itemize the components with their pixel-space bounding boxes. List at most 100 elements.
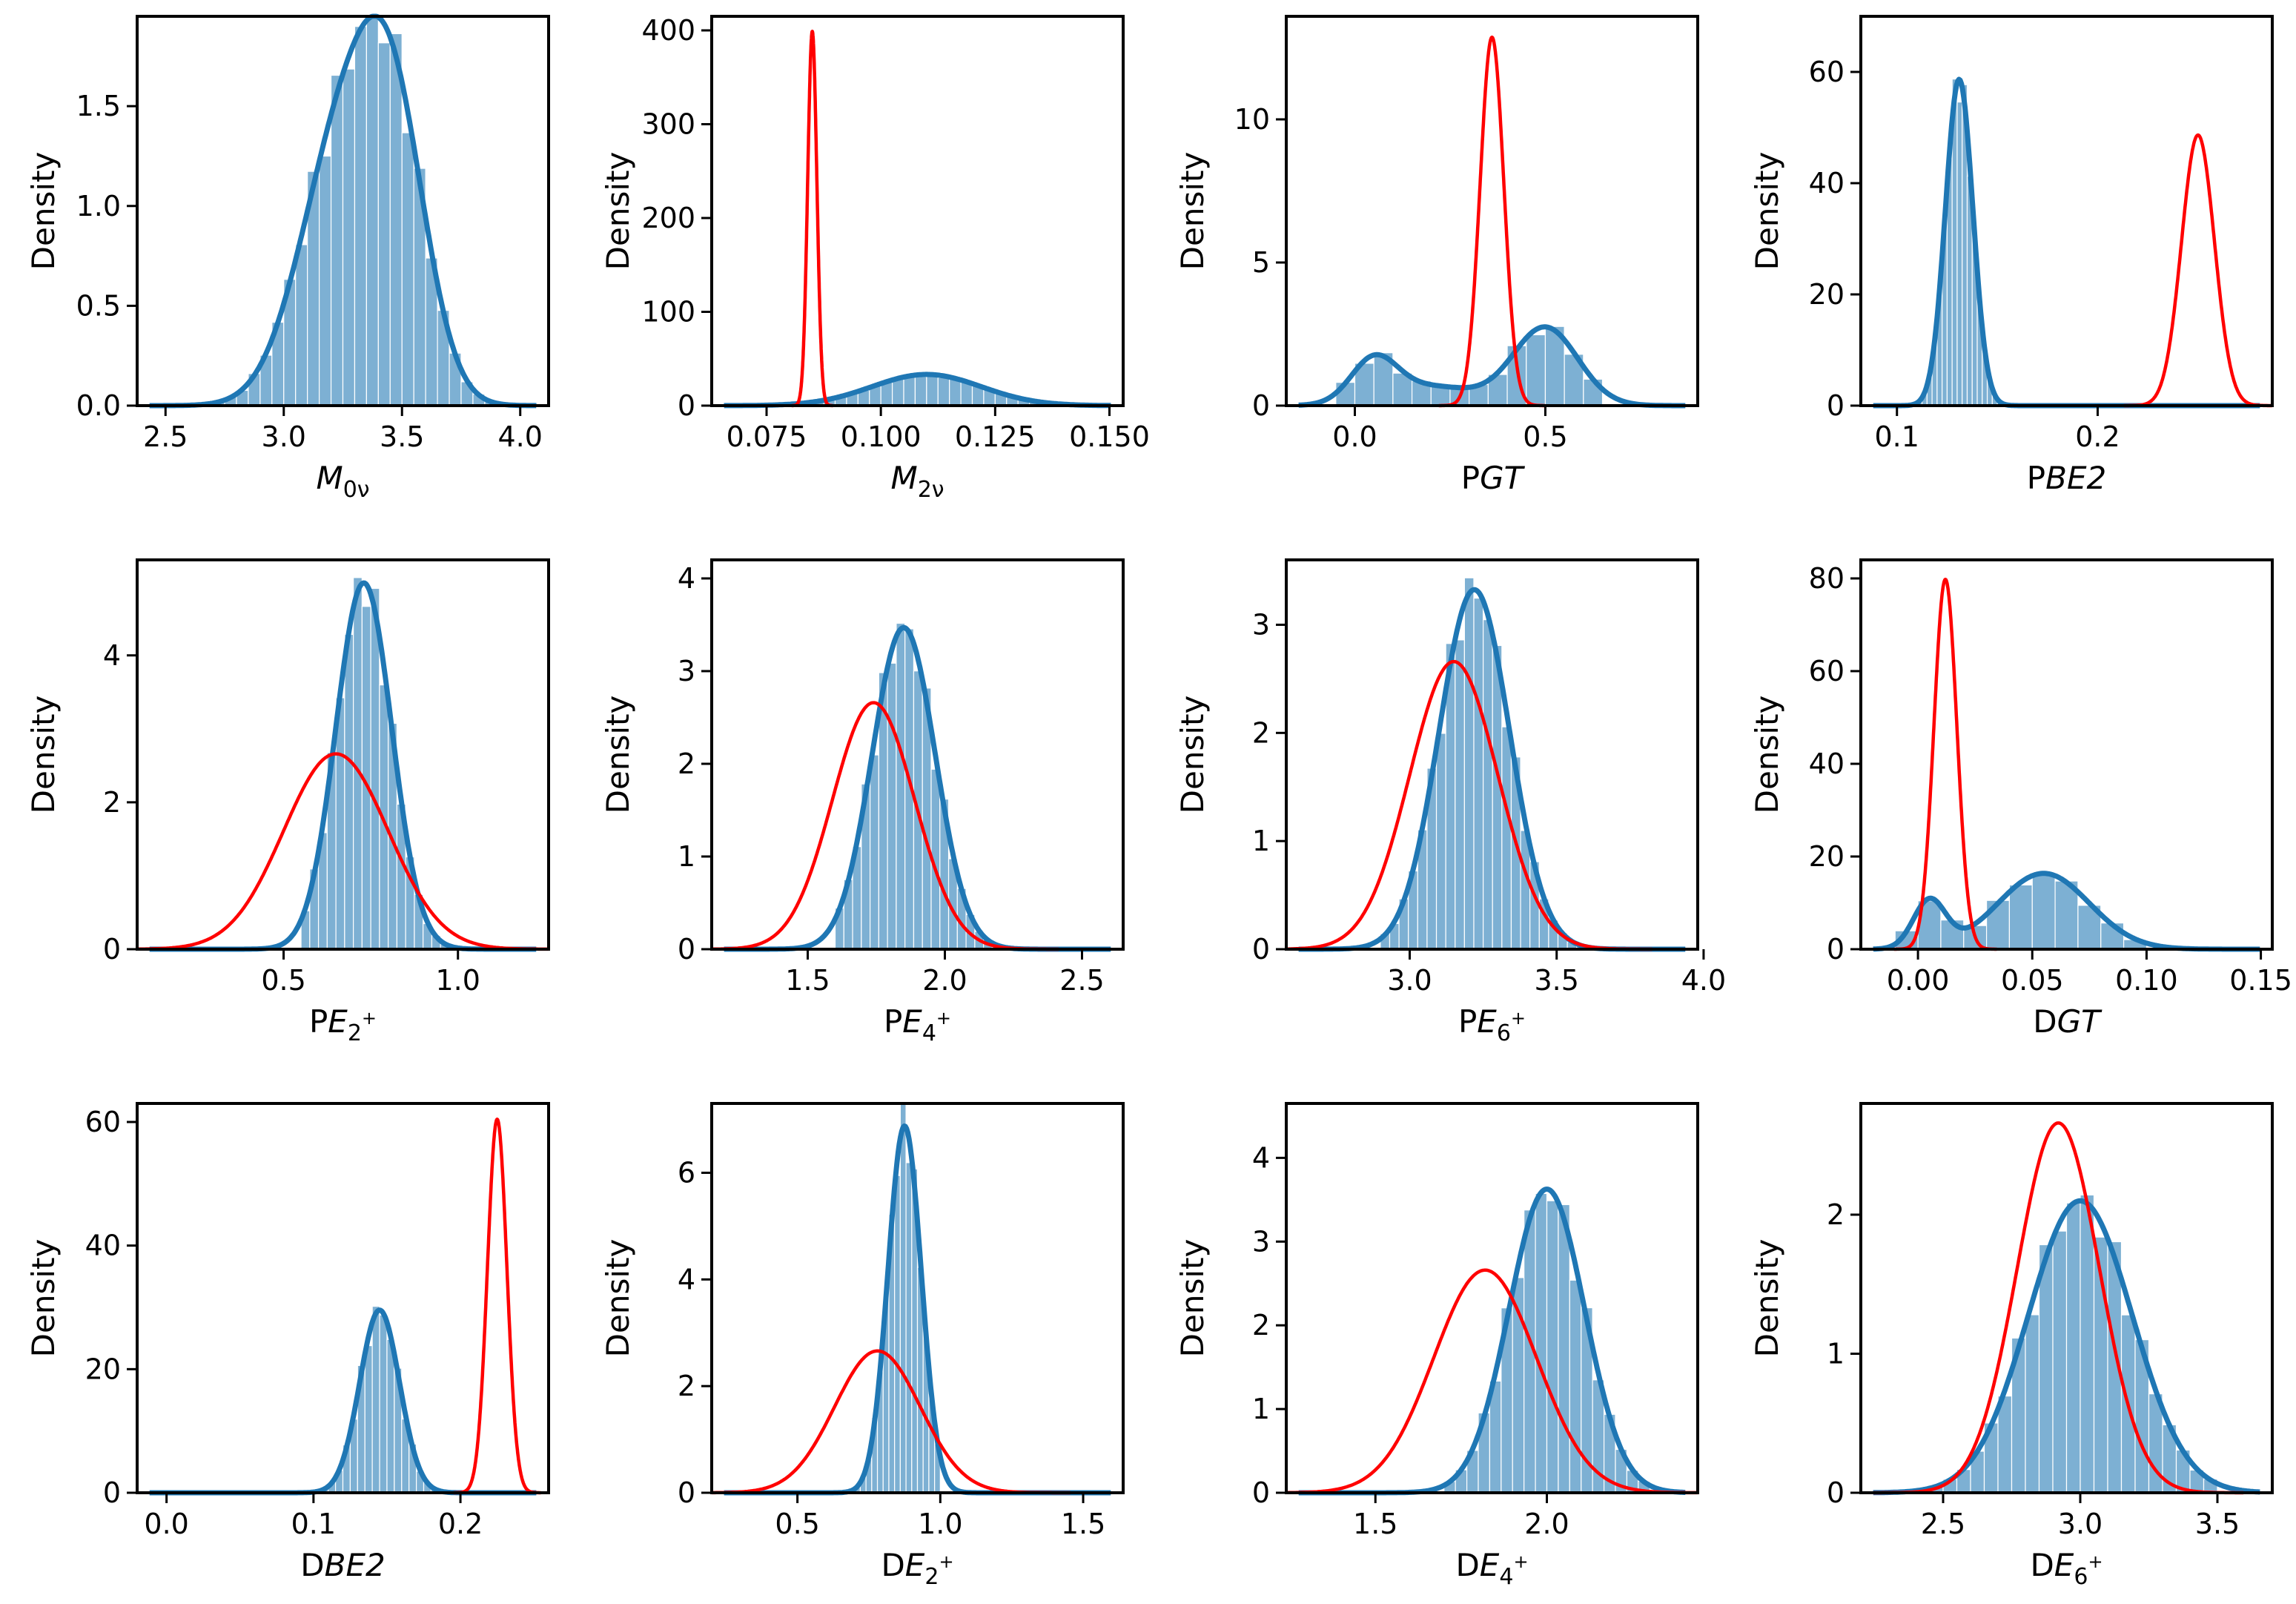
hist-bar bbox=[2065, 1202, 2081, 1494]
axes-frame bbox=[136, 15, 550, 407]
y-tick-label: 4 bbox=[1252, 1141, 1270, 1174]
kde-line bbox=[1297, 324, 1687, 409]
x-axis-label: PGT bbox=[1461, 460, 1526, 496]
kde-line bbox=[1871, 1198, 2262, 1496]
hist-bar bbox=[1558, 1204, 1570, 1494]
y-axis-label: Density bbox=[25, 1239, 62, 1358]
y-tick-label: 3 bbox=[1252, 609, 1270, 641]
hist-bar bbox=[869, 754, 879, 950]
prior-line bbox=[1438, 35, 1546, 408]
subplot-11: 1.5 2.0 0 1 2 3 4 Density DE4+ bbox=[1174, 1102, 1699, 1590]
y-tick-label: 0 bbox=[1827, 933, 1845, 966]
histogram bbox=[1894, 871, 2148, 950]
subplot-4: 0.1 0.2 0 20 40 60 Density PBE2 bbox=[1749, 15, 2274, 496]
subplot-1: 2.5 3.0 3.5 4.0 0.0 0.5 1.0 1.5 Density M0ν bbox=[25, 13, 550, 503]
prior-line bbox=[136, 752, 549, 951]
hist-bar bbox=[891, 378, 904, 406]
y-tick-label: 2 bbox=[1252, 716, 1270, 749]
y-tick-label: 20 bbox=[1809, 840, 1845, 873]
subplot-8: 0.00 0.05 0.10 0.15 0 20 40 60 80 Density DGT bbox=[1749, 558, 2292, 1040]
axes-frame bbox=[136, 558, 550, 951]
y-tick-label: 0 bbox=[678, 389, 695, 422]
x-axis-label: PE6+ bbox=[1458, 1003, 1526, 1046]
x-tick-label: 2.5 bbox=[1921, 1508, 1965, 1540]
y-tick-label: 40 bbox=[85, 1230, 121, 1262]
prior-line bbox=[2123, 133, 2274, 408]
y-tick-label: 5 bbox=[1252, 246, 1270, 279]
subplot-3: 0.0 0.5 0 5 10 Density PGT bbox=[1174, 15, 1699, 496]
hist-bar bbox=[295, 244, 308, 406]
hist-bar bbox=[1455, 639, 1465, 950]
histogram bbox=[834, 622, 1019, 950]
axes-frame bbox=[1859, 1102, 2274, 1494]
y-tick-label: 2 bbox=[1252, 1309, 1270, 1341]
x-tick-label: 0.1 bbox=[1875, 420, 1919, 453]
y-axis-label: Density bbox=[1174, 1239, 1211, 1358]
hist-bar bbox=[2031, 871, 2056, 950]
x-tick-label: 3.0 bbox=[2058, 1508, 2103, 1540]
y-tick-label: 0 bbox=[1252, 1476, 1270, 1509]
x-axis-label: DGT bbox=[2033, 1003, 2103, 1040]
x-axis-label: DE2+ bbox=[881, 1547, 953, 1590]
hist-bar bbox=[330, 74, 344, 406]
prior-line bbox=[1872, 1121, 2244, 1495]
hist-bar bbox=[937, 377, 950, 406]
x-axis-label: DE4+ bbox=[1455, 1547, 1528, 1590]
y-tick-label: 6 bbox=[678, 1156, 695, 1189]
x-tick-label: 3.0 bbox=[262, 420, 306, 453]
y-axis-label: Density bbox=[1749, 152, 1785, 271]
x-tick-label: 0.1 bbox=[291, 1508, 336, 1540]
axes-frame bbox=[1285, 558, 1699, 951]
y-axis-label: Density bbox=[600, 152, 636, 271]
y-tick-label: 1 bbox=[678, 840, 695, 873]
hist-bar bbox=[1473, 597, 1484, 950]
y-axis-label: Density bbox=[1174, 696, 1211, 814]
subplot-6: 1.5 2.0 2.5 0 1 2 3 4 Density PE4+ bbox=[600, 558, 1125, 1046]
y-tick-label: 2 bbox=[103, 786, 121, 819]
hist-bar bbox=[899, 1103, 907, 1494]
y-tick-label: 400 bbox=[641, 14, 695, 47]
kde-line bbox=[1871, 76, 2262, 409]
y-tick-label: 0 bbox=[103, 1476, 121, 1509]
x-tick-label: 0.5 bbox=[1523, 420, 1567, 453]
x-tick-label: 1.0 bbox=[918, 1508, 962, 1540]
y-axis-label: Density bbox=[25, 152, 62, 271]
y-tick-label: 2 bbox=[1827, 1198, 1845, 1231]
y-tick-label: 40 bbox=[1809, 747, 1845, 780]
histogram bbox=[188, 16, 497, 406]
y-tick-label: 60 bbox=[85, 1106, 121, 1138]
hist-bar bbox=[894, 1175, 901, 1494]
subplot-10: 0.5 1.0 1.5 0 2 4 6 Density DE2+ bbox=[600, 1102, 1125, 1590]
y-axis-label: Density bbox=[600, 696, 636, 814]
histogram bbox=[313, 1305, 446, 1494]
axes-frame bbox=[1285, 1102, 1699, 1494]
x-tick-label: 0.100 bbox=[841, 420, 922, 453]
x-tick-label: 4.0 bbox=[1681, 964, 1726, 997]
y-tick-label: 1.0 bbox=[76, 190, 121, 222]
hist-bar bbox=[1526, 334, 1546, 406]
x-tick-label: 4.0 bbox=[498, 420, 543, 453]
x-tick-label: 1.5 bbox=[785, 964, 830, 997]
x-tick-label: 2.5 bbox=[1059, 964, 1104, 997]
x-tick-label: 2.0 bbox=[1524, 1508, 1569, 1540]
x-tick-label: 3.5 bbox=[1534, 964, 1578, 997]
y-tick-label: 200 bbox=[641, 202, 695, 234]
hist-bar bbox=[1546, 1200, 1559, 1494]
axes-frame bbox=[136, 1102, 550, 1494]
y-tick-label: 3 bbox=[1252, 1225, 1270, 1258]
y-tick-label: 0 bbox=[678, 1476, 695, 1509]
x-axis-label: PE2+ bbox=[309, 1003, 377, 1046]
y-axis-label: Density bbox=[1749, 1239, 1785, 1358]
y-tick-label: 0 bbox=[678, 933, 695, 966]
hist-bar bbox=[1483, 619, 1493, 950]
prior-line bbox=[1892, 578, 1999, 951]
x-axis-label: M2ν bbox=[890, 460, 944, 503]
y-axis-label: Density bbox=[1749, 696, 1785, 814]
y-tick-label: 40 bbox=[1809, 167, 1845, 199]
x-tick-label: 0.125 bbox=[955, 420, 1036, 453]
x-tick-label: 1.5 bbox=[1061, 1508, 1105, 1540]
x-tick-label: 0.0 bbox=[144, 1508, 188, 1540]
y-axis-label: Density bbox=[25, 696, 62, 814]
axes-frame bbox=[710, 15, 1125, 407]
